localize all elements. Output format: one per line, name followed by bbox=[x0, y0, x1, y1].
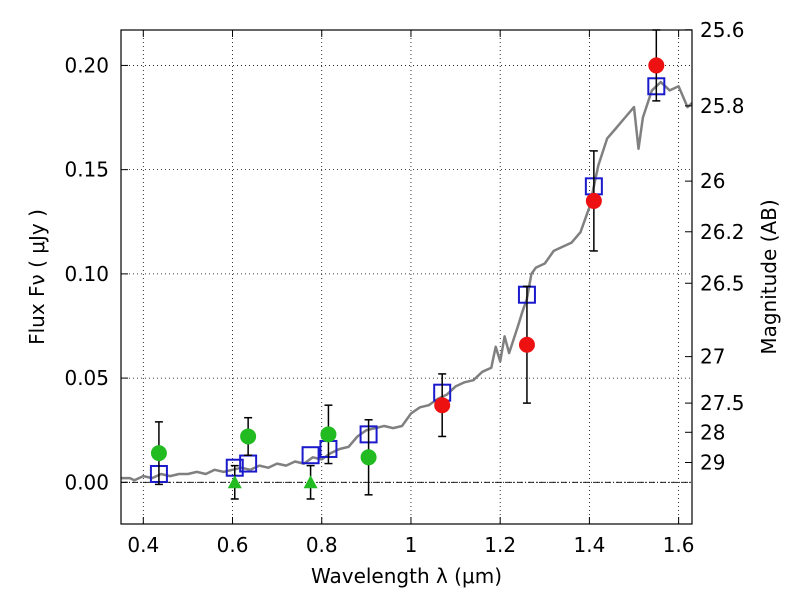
photometry-point-4-0 bbox=[434, 397, 451, 414]
y-tick-label-0: 0.00 bbox=[64, 470, 109, 494]
x-tick-label-2: 0.8 bbox=[306, 533, 338, 557]
photometry-point-2-0 bbox=[150, 445, 167, 462]
y-tick-label-4: 0.20 bbox=[64, 53, 109, 77]
y-axis-label: Flux Fν ( μJy ) bbox=[25, 209, 49, 345]
right-tick-label-4: 26.5 bbox=[700, 271, 745, 295]
model-spectrum-line bbox=[121, 80, 693, 482]
plot-area bbox=[121, 29, 693, 500]
y-tick-label-3: 0.15 bbox=[64, 158, 109, 182]
right-tick-label-2: 26 bbox=[700, 169, 725, 193]
photometry-point-4-1 bbox=[518, 336, 535, 353]
right-tick-label-8: 29 bbox=[700, 451, 725, 475]
right-tick-label-7: 28 bbox=[700, 420, 725, 444]
axis-ticks: 0.4 0.6 0.8 1 1.2 1.4 1.6 0.00 0.05 0.10 0.15 0.20 2… bbox=[64, 18, 744, 557]
photometry-point-2-1 bbox=[240, 428, 257, 445]
grid-lines bbox=[121, 30, 692, 524]
model-flux-square-3 bbox=[301, 446, 320, 465]
x-tick-label-6: 1.6 bbox=[663, 533, 695, 557]
photometry-point-4-3 bbox=[648, 57, 665, 74]
x-tick-label-0: 0.4 bbox=[127, 533, 159, 557]
x-tick-label-5: 1.4 bbox=[573, 533, 605, 557]
upper-limit-triangle-1 bbox=[303, 475, 318, 489]
right-tick-label-6: 27.5 bbox=[700, 391, 745, 415]
y-tick-label-2: 0.10 bbox=[64, 262, 109, 286]
right-tick-label-3: 26.2 bbox=[700, 220, 745, 244]
plot-frame bbox=[120, 29, 693, 525]
x-axis-label: Wavelength λ (μm) bbox=[311, 564, 502, 588]
right-tick-label-0: 25.6 bbox=[700, 18, 745, 42]
upper-limit-triangle-0 bbox=[227, 475, 242, 489]
x-tick-label-3: 1 bbox=[405, 533, 418, 557]
x-tick-label-1: 0.6 bbox=[217, 533, 249, 557]
right-axis-label: Magnitude (AB) bbox=[757, 199, 781, 354]
right-tick-label-1: 25.8 bbox=[700, 94, 745, 118]
photometry-point-2-3 bbox=[360, 449, 377, 466]
right-tick-label-5: 27 bbox=[700, 345, 725, 369]
y-tick-label-1: 0.05 bbox=[64, 366, 109, 390]
photometry-point-2-2 bbox=[320, 426, 337, 443]
photometry-point-4-2 bbox=[585, 192, 602, 209]
x-tick-label-4: 1.2 bbox=[484, 533, 516, 557]
